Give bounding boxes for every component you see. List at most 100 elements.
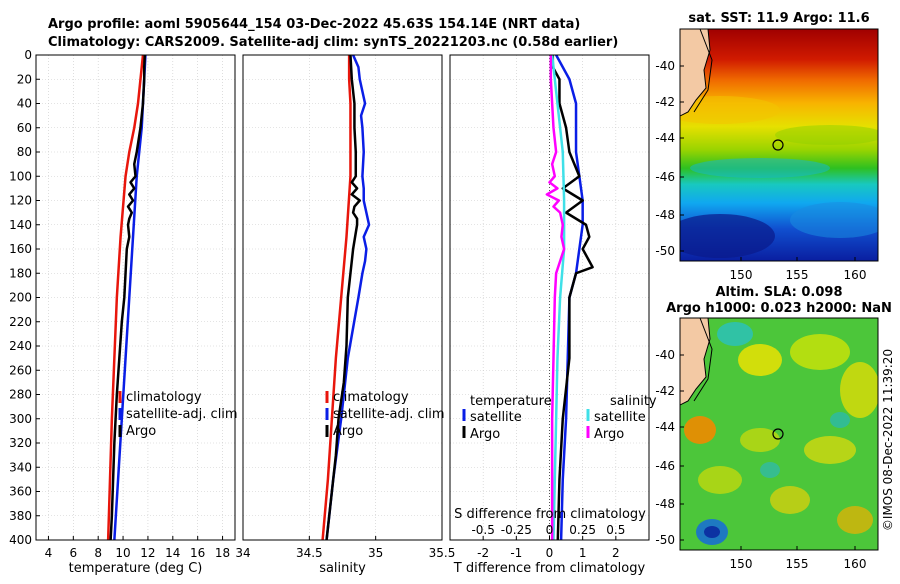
legend-header-temperature: temperature bbox=[470, 394, 552, 409]
x-tick-label: 34.5 bbox=[296, 546, 323, 560]
x-tick-label: 35.5 bbox=[429, 546, 456, 560]
secondary-tick-label: 0 bbox=[546, 523, 554, 537]
copyright-stamp: ©IMOS 08-Dec-2022 11:39:20 bbox=[881, 349, 895, 531]
series-line-satellite-adj-clim bbox=[325, 54, 371, 541]
x-tick-label: 35 bbox=[368, 546, 383, 560]
y-tick-label: 320 bbox=[9, 436, 32, 450]
map-lat-tick-label: -40 bbox=[655, 348, 675, 362]
map-lat-tick-label: -42 bbox=[655, 384, 675, 398]
series-line-argo bbox=[109, 54, 147, 541]
y-tick-label: 80 bbox=[17, 145, 32, 159]
sst-map: sat. SST: 11.9 Argo: 11.6 -40 -42 -44 -46 -4… bbox=[655, 11, 879, 282]
map-lat-tick-label: -42 bbox=[655, 95, 675, 109]
map-lon-tick-label: 150 bbox=[730, 557, 753, 571]
map-lat-tick-label: -46 bbox=[655, 170, 675, 184]
map-lon-tick-label: 160 bbox=[844, 268, 867, 282]
sst-map-frame bbox=[679, 28, 879, 262]
legend-label: Argo bbox=[594, 427, 624, 442]
y-tick-label: 160 bbox=[9, 242, 32, 256]
x-tick-label: 14 bbox=[165, 546, 180, 560]
legend-label: satellite bbox=[470, 410, 522, 425]
map-lat-tick-label: -48 bbox=[655, 208, 675, 222]
x-tick-label: 0 bbox=[546, 546, 554, 560]
y-tick-label: 140 bbox=[9, 218, 32, 232]
y-tick-label: 400 bbox=[9, 533, 32, 547]
sla-map-frame bbox=[679, 317, 879, 551]
x-tick-label: 2 bbox=[612, 546, 620, 560]
map-lat-tick-label: -44 bbox=[655, 131, 675, 145]
y-tick-label: 100 bbox=[9, 169, 32, 183]
map-lat-tick-label: -50 bbox=[655, 533, 675, 547]
x-tick-label: -1 bbox=[510, 546, 522, 560]
x-tick-label: 12 bbox=[140, 546, 155, 560]
plot-frame bbox=[242, 54, 443, 541]
x-axis-label: T difference from climatology bbox=[453, 561, 646, 576]
sla-map-subtitle: Argo h1000: 0.023 h2000: NaN bbox=[666, 301, 892, 316]
y-tick-label: 180 bbox=[9, 266, 32, 280]
sst-map-title: sat. SST: 11.9 Argo: 11.6 bbox=[688, 11, 869, 26]
tasmania-landmass bbox=[680, 318, 711, 406]
series-line-salinity-argo bbox=[545, 55, 566, 540]
map-lon-tick-label: 160 bbox=[844, 557, 867, 571]
secondary-axis-label: S difference from climatology bbox=[454, 507, 646, 522]
difference-profile: -2 -1 0 1 2T difference from climatology temp… bbox=[449, 54, 657, 576]
legend-header-salinity: salinity bbox=[610, 394, 657, 409]
y-tick-label: 0 bbox=[24, 48, 32, 62]
y-tick-label: 200 bbox=[9, 291, 32, 305]
series-line-argo bbox=[325, 54, 361, 541]
x-tick-label: 1 bbox=[579, 546, 587, 560]
tasmania-landmass bbox=[680, 29, 711, 117]
y-tick-label: 120 bbox=[9, 194, 32, 208]
secondary-tick-label: -0.5 bbox=[471, 523, 494, 537]
legend-label: Argo bbox=[470, 427, 500, 442]
y-tick-label: 40 bbox=[17, 97, 32, 111]
x-axis-label: salinity bbox=[319, 561, 366, 576]
argo-position-marker bbox=[772, 428, 784, 440]
series-line-climatology bbox=[106, 54, 145, 541]
legend-label: climatology bbox=[126, 390, 202, 405]
series-line-temperature-argo bbox=[551, 55, 594, 541]
map-lat-tick-label: -50 bbox=[655, 244, 675, 258]
y-tick-label: 240 bbox=[9, 339, 32, 353]
map-lon-tick-label: 150 bbox=[730, 268, 753, 282]
temperature-profile: 4 6 8 10 12 14 16 18 temperature (deg C) 0 20 40 60 8… bbox=[9, 48, 238, 576]
y-tick-label: 280 bbox=[9, 388, 32, 402]
legend-label: satellite-adj. clim bbox=[126, 407, 238, 422]
map-lat-tick-label: -46 bbox=[655, 459, 675, 473]
map-lon-tick-label: 155 bbox=[786, 557, 809, 571]
x-tick-label: -2 bbox=[477, 546, 489, 560]
map-lat-tick-label: -48 bbox=[655, 497, 675, 511]
secondary-tick-label: 0.5 bbox=[606, 523, 625, 537]
y-tick-label: 300 bbox=[9, 412, 32, 426]
secondary-tick-label: -0.25 bbox=[501, 523, 532, 537]
x-tick-label: 8 bbox=[94, 546, 102, 560]
figure-title-line2: Climatology: CARS2009. Satellite-adj cli… bbox=[48, 35, 618, 50]
series-line-climatology bbox=[321, 55, 352, 541]
y-tick-label: 340 bbox=[9, 460, 32, 474]
y-tick-label: 220 bbox=[9, 315, 32, 329]
x-tick-label: 10 bbox=[115, 546, 130, 560]
argo-position-marker bbox=[772, 139, 784, 151]
legend-label: satellite bbox=[594, 410, 646, 425]
salinity-profile: 34 34.5 35 35.5 salinity climatology satellite… bbox=[235, 54, 456, 576]
legend-label: satellite-adj. clim bbox=[333, 407, 445, 422]
legend-label: climatology bbox=[333, 390, 409, 405]
legend-label: Argo bbox=[126, 424, 156, 439]
x-tick-label: 34 bbox=[235, 546, 250, 560]
map-lat-tick-label: -40 bbox=[655, 59, 675, 73]
x-axis-label: temperature (deg C) bbox=[69, 561, 203, 576]
figure-title-line1: Argo profile: aoml 5905644_154 03-Dec-20… bbox=[48, 17, 580, 32]
x-tick-label: 18 bbox=[215, 546, 230, 560]
x-tick-label: 6 bbox=[69, 546, 77, 560]
sla-map: Altim. SLA: 0.098 Argo h1000: 0.023 h200… bbox=[655, 285, 891, 571]
map-lon-tick-label: 155 bbox=[786, 268, 809, 282]
series-line-salinity-satellite bbox=[550, 54, 566, 541]
x-tick-label: 16 bbox=[190, 546, 205, 560]
y-tick-label: 360 bbox=[9, 485, 32, 499]
secondary-tick-label: 0.25 bbox=[569, 523, 596, 537]
x-tick-label: 4 bbox=[45, 546, 53, 560]
map-lat-tick-label: -44 bbox=[655, 420, 675, 434]
y-tick-label: 20 bbox=[17, 72, 32, 86]
legend-label: Argo bbox=[333, 424, 363, 439]
